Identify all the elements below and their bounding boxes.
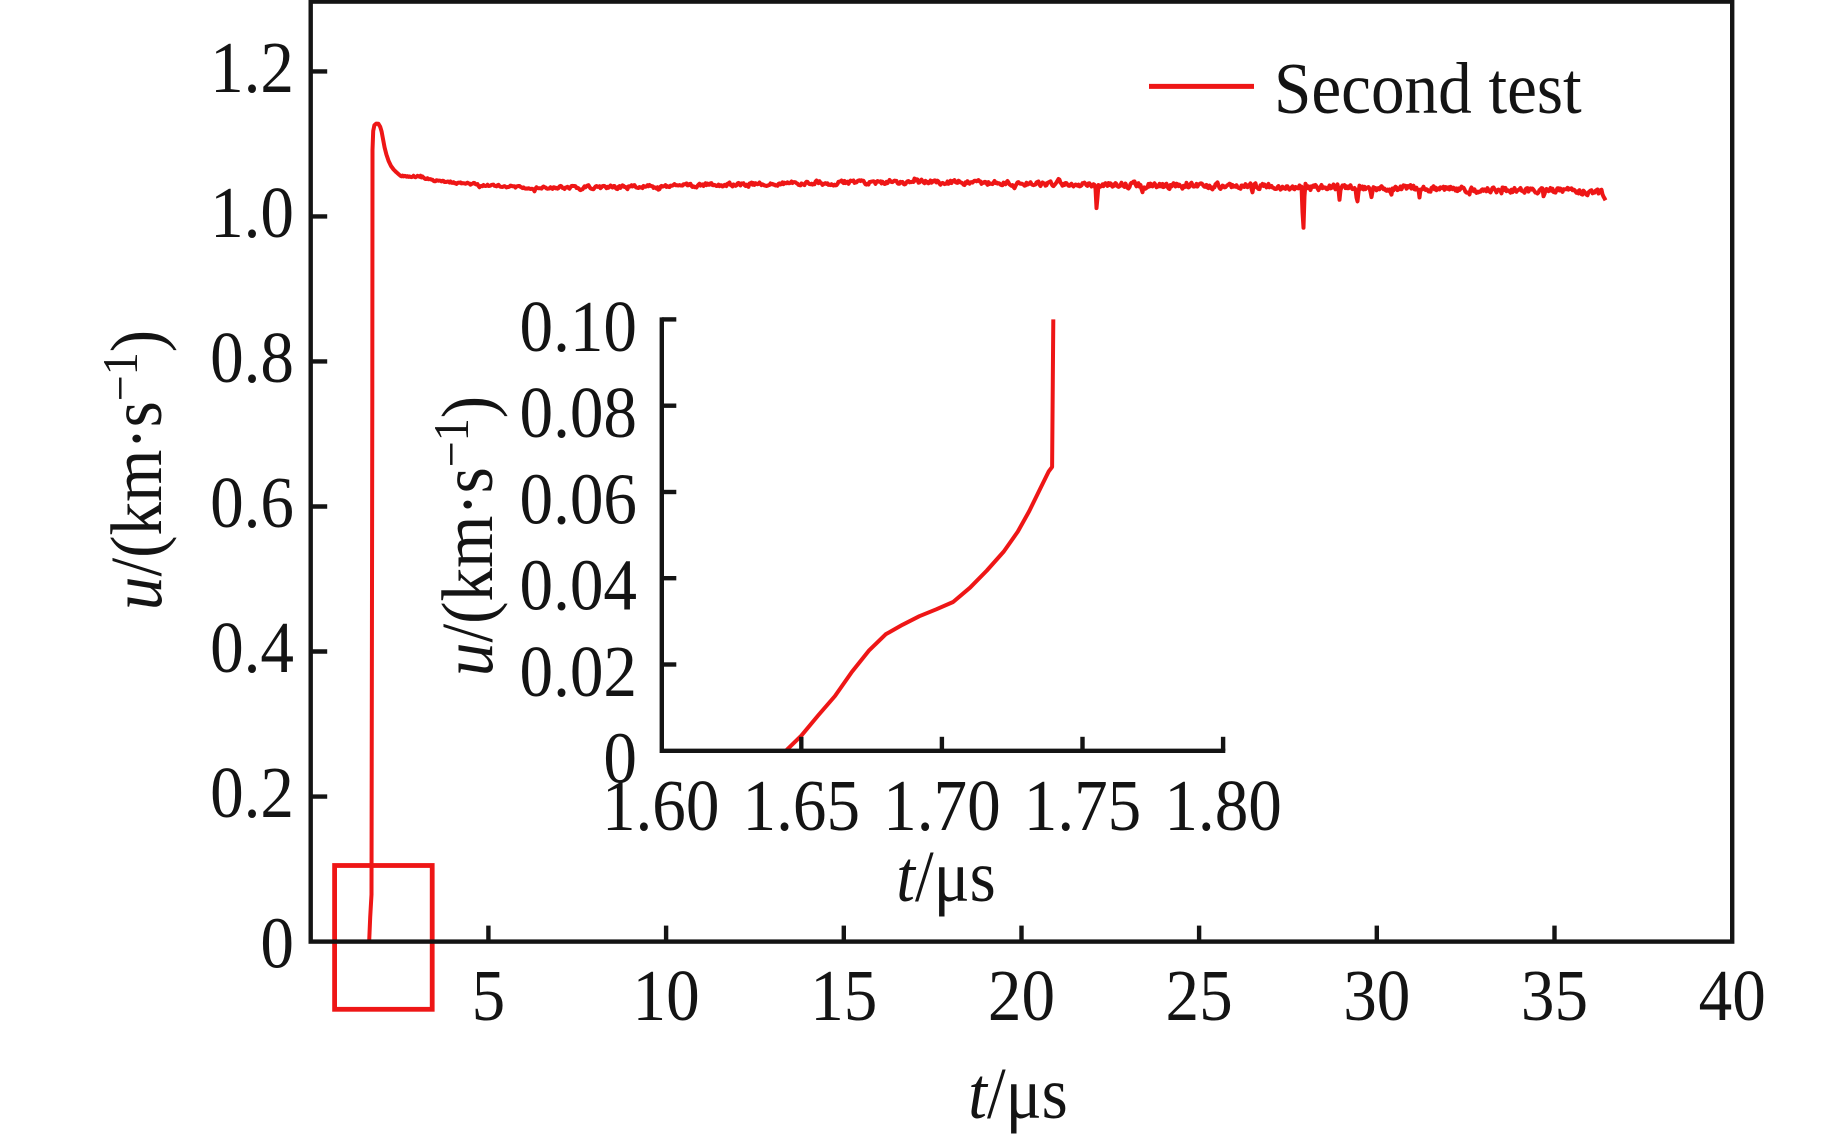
svg-text:0.06: 0.06 xyxy=(519,459,637,540)
svg-text:0.08: 0.08 xyxy=(519,373,637,454)
svg-text:t/μs: t/μs xyxy=(896,836,995,917)
svg-text:u/(km·s−1): u/(km·s−1) xyxy=(93,330,177,610)
svg-text:1.0: 1.0 xyxy=(210,172,294,253)
svg-text:20: 20 xyxy=(988,955,1055,1036)
svg-text:25: 25 xyxy=(1166,955,1233,1036)
svg-text:35: 35 xyxy=(1521,955,1588,1036)
svg-text:0.2: 0.2 xyxy=(210,753,294,834)
svg-text:0.02: 0.02 xyxy=(519,631,637,712)
svg-text:40: 40 xyxy=(1699,955,1766,1036)
svg-text:0.6: 0.6 xyxy=(210,462,294,543)
svg-text:1.80: 1.80 xyxy=(1164,765,1282,846)
svg-text:30: 30 xyxy=(1343,955,1410,1036)
svg-text:0.4: 0.4 xyxy=(210,607,294,688)
svg-text:1.70: 1.70 xyxy=(883,765,1001,846)
svg-text:5: 5 xyxy=(472,955,506,1036)
svg-text:1.75: 1.75 xyxy=(1024,765,1142,846)
svg-text:10: 10 xyxy=(633,955,700,1036)
svg-text:15: 15 xyxy=(810,955,877,1036)
svg-text:0.8: 0.8 xyxy=(210,317,294,398)
svg-text:Second test: Second test xyxy=(1274,48,1582,129)
svg-text:0: 0 xyxy=(260,903,294,984)
svg-text:0: 0 xyxy=(603,718,637,799)
svg-text:0.10: 0.10 xyxy=(519,286,637,367)
svg-text:1.60: 1.60 xyxy=(602,765,720,846)
svg-text:1.2: 1.2 xyxy=(210,27,294,108)
svg-text:t/μs: t/μs xyxy=(968,1053,1067,1134)
svg-text:1.65: 1.65 xyxy=(743,765,861,846)
svg-text:0.04: 0.04 xyxy=(519,545,637,626)
